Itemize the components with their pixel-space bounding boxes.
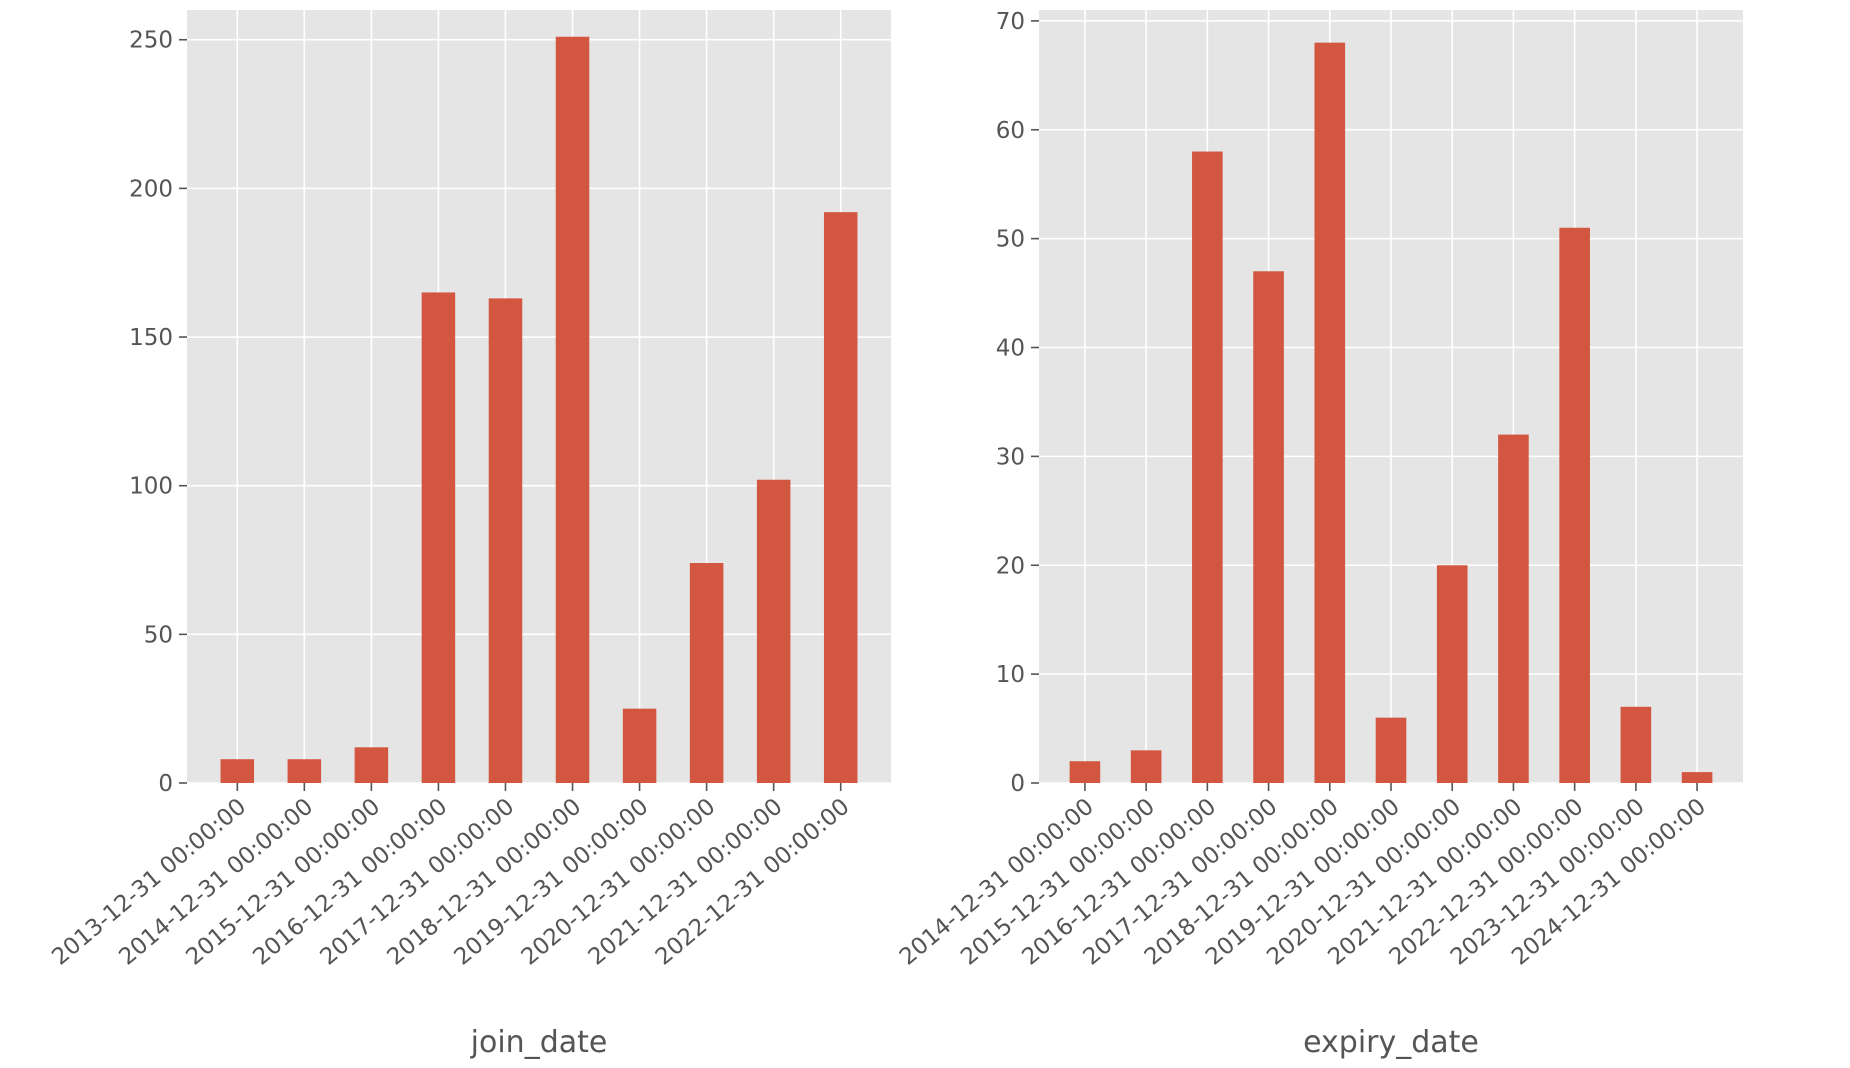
expiry-date-y-tick-label: 50 xyxy=(996,227,1025,253)
join-date-bar xyxy=(488,298,523,783)
join-date-bar xyxy=(220,759,255,783)
expiry-date-bar xyxy=(1559,227,1590,784)
expiry-date-y-tick-label: 10 xyxy=(996,662,1025,688)
join-date-y-tick-label: 0 xyxy=(158,771,173,797)
join-date-bar xyxy=(622,708,657,783)
join-date-y-tick-label: 250 xyxy=(129,28,173,54)
join-date-y-tick-label: 100 xyxy=(129,474,173,500)
expiry-date-bar xyxy=(1314,42,1346,783)
expiry-date-y-tick-label: 0 xyxy=(1010,771,1025,797)
expiry-date-y-tick-label: 60 xyxy=(996,118,1025,144)
expiry-date-bar xyxy=(1436,565,1468,783)
expiry-date-bar xyxy=(1681,772,1713,783)
expiry-date-bar xyxy=(1498,434,1529,783)
expiry-date-bar xyxy=(1130,750,1162,783)
join-date-bar xyxy=(756,479,791,783)
expiry-date-y-tick-label: 20 xyxy=(996,553,1025,579)
join-date-bar xyxy=(823,212,858,783)
join-date-x-axis-label: join_date xyxy=(470,1025,608,1060)
join-date-bar xyxy=(555,36,590,783)
join-date-y-tick-label: 50 xyxy=(144,622,173,648)
expiry-date-y-tick-label: 40 xyxy=(996,336,1025,362)
join-date-bar xyxy=(689,562,724,783)
expiry-date-bar xyxy=(1069,761,1101,783)
expiry-date-bar xyxy=(1253,271,1284,783)
expiry-date-x-axis-label: expiry_date xyxy=(1303,1025,1479,1060)
expiry-date-bar xyxy=(1375,717,1407,783)
join-date-bar xyxy=(287,759,322,783)
join-date-bar xyxy=(354,747,389,783)
expiry-date-y-tick-label: 30 xyxy=(996,444,1025,470)
join-date-y-tick-label: 200 xyxy=(129,176,173,202)
join-date-y-tick-label: 150 xyxy=(129,325,173,351)
join-date-bar xyxy=(421,292,456,783)
expiry-date-y-tick-label: 70 xyxy=(996,9,1025,35)
expiry-date-bar xyxy=(1620,706,1652,783)
expiry-date-bar xyxy=(1192,151,1223,783)
